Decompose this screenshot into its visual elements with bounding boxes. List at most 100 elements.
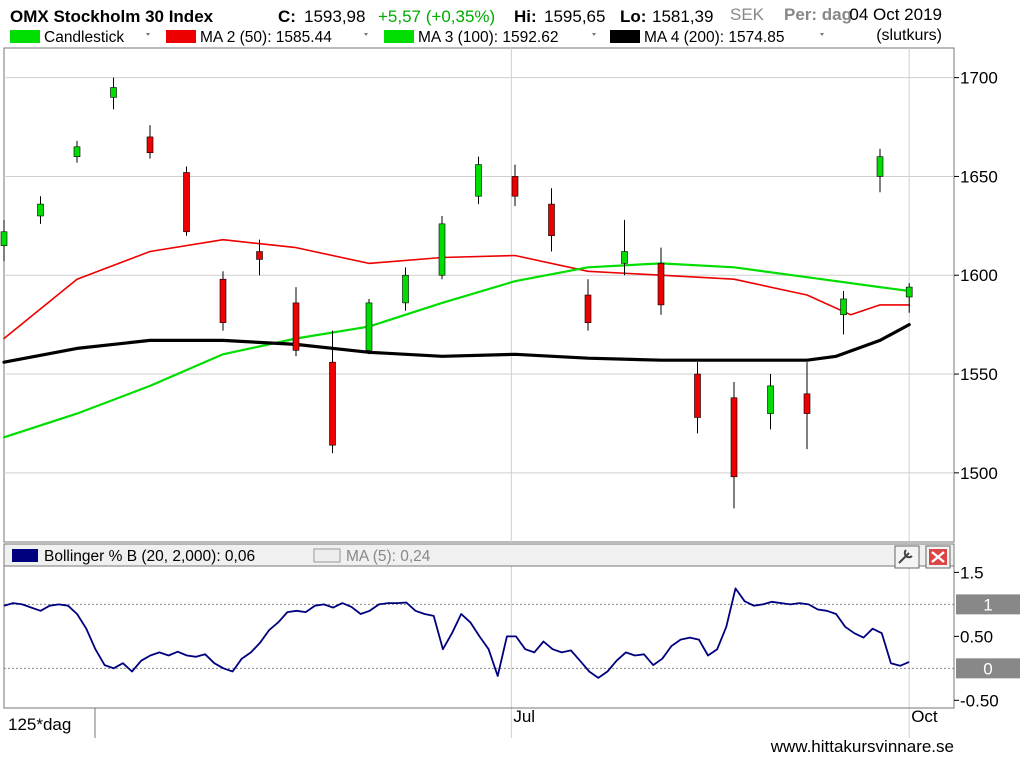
candle-up <box>0 219 8 262</box>
indicator-grid <box>4 566 954 738</box>
candle-body <box>219 278 227 323</box>
price-tick-label: 1650 <box>960 167 998 186</box>
chevron-down-icon[interactable] <box>364 33 368 36</box>
candle-body <box>840 298 847 316</box>
price-tick-label: 1700 <box>960 69 998 88</box>
settings-wrench-button[interactable] <box>894 545 920 569</box>
close-indicator-button[interactable] <box>925 545 951 569</box>
candle-body <box>694 373 701 418</box>
chevron-down-icon[interactable] <box>820 33 824 36</box>
candle-body <box>329 361 336 446</box>
chevron-down-icon[interactable] <box>592 33 596 36</box>
ma-line-ma-4-200- <box>2 323 911 364</box>
candle-up <box>475 156 482 205</box>
candle-up <box>905 283 913 313</box>
candle-body <box>365 302 373 351</box>
legend-item-ma100[interactable]: MA 3 (100): 1592.62 <box>384 29 596 46</box>
watermark: www.hittakursvinnare.se <box>770 737 954 756</box>
legend-swatch <box>313 548 341 563</box>
price-legend: Candlestick MA 2 (50): 1585.44 MA 3 (100… <box>10 29 824 46</box>
pctb-tick-label: 0.50 <box>960 627 993 646</box>
header-date: 04 Oct 2019 <box>849 5 942 24</box>
legend-swatch <box>384 30 414 43</box>
candle-up <box>110 77 117 110</box>
candle-body <box>621 251 628 264</box>
high-value: 1595,65 <box>544 7 605 26</box>
legend-item-candlestick[interactable]: Candlestick <box>10 29 150 46</box>
pctb-reference-label: 1 <box>983 595 992 614</box>
candle-down <box>329 330 336 454</box>
candle-down <box>256 239 263 276</box>
legend-label: MA 3 (100): 1592.62 <box>418 29 558 46</box>
legend-label: MA 2 (50): 1585.44 <box>200 29 332 46</box>
low-value: 1581,39 <box>652 7 713 26</box>
candle-down <box>803 362 811 450</box>
x-axis: Jul Oct <box>4 707 954 738</box>
price-tick-label: 1600 <box>960 266 998 285</box>
chevron-down-icon[interactable] <box>146 33 150 36</box>
legend-item-ma50[interactable]: MA 2 (50): 1585.44 <box>166 29 368 46</box>
pctb-reference-badge <box>956 658 1020 679</box>
candle-up <box>438 215 446 280</box>
low-label: Lo: <box>620 7 646 26</box>
legend-item-ma200[interactable]: MA 4 (200): 1574.85 <box>610 29 824 46</box>
close-icon <box>931 551 945 563</box>
index-title: OMX Stockholm 30 Index <box>10 7 214 26</box>
candle-body <box>110 87 117 98</box>
wrench-icon <box>898 549 913 564</box>
candle-up <box>402 267 409 311</box>
candle-body <box>438 223 446 276</box>
pctb-legend-label: Bollinger % B (20, 2,000): 0,06 <box>44 548 255 565</box>
candle-body <box>256 251 263 260</box>
candle-up <box>37 196 44 224</box>
candle-down <box>183 166 190 236</box>
legend-swatch <box>10 30 40 43</box>
x-tick-label: Oct <box>911 707 938 726</box>
candle-body <box>730 397 738 478</box>
price-axis: 1500 1550 1600 1650 1700 <box>954 69 998 483</box>
candle-body <box>905 286 913 298</box>
candle-down <box>548 188 555 252</box>
price-tick-label: 1500 <box>960 464 998 483</box>
pctb-ma-legend-label: MA (5): 0,24 <box>346 548 431 565</box>
candle-down <box>146 125 154 159</box>
candle-body <box>511 176 519 197</box>
candle-up <box>840 291 847 335</box>
candle-down <box>694 362 701 434</box>
candle-body <box>475 164 482 197</box>
ma-line-ma-3-100- <box>2 262 911 439</box>
candle-body <box>183 172 190 233</box>
candle-up <box>365 298 373 355</box>
close-label: C: <box>278 7 296 26</box>
candle-up <box>73 140 81 163</box>
candle-body <box>767 385 774 414</box>
pctb-reference-label: 0 <box>983 659 992 678</box>
candle-down <box>584 279 592 331</box>
candle-body <box>292 302 300 351</box>
zoom-label: 125*dag <box>8 715 71 734</box>
candle-body <box>73 146 81 157</box>
pctb-axis: 1.5 0.50 -0.50 1 0 <box>954 563 1020 710</box>
candle-body <box>37 203 44 217</box>
change-value: +5,57 (+0,35%) <box>378 7 495 26</box>
pctb-series <box>3 587 910 679</box>
candle-body <box>657 263 665 306</box>
indicator-header-bar <box>3 543 955 567</box>
candle-body <box>876 156 884 177</box>
candle-down <box>292 287 300 357</box>
price-panel-frame <box>3 47 955 543</box>
currency-overlay: SEK <box>730 5 765 24</box>
candle-body <box>0 231 8 246</box>
price-tick-label: 1550 <box>960 365 998 384</box>
pctb-tick-label: 1.5 <box>960 563 984 582</box>
candle-body <box>584 294 592 323</box>
pctb-tick-label: -0.50 <box>960 691 999 710</box>
candle-up <box>876 148 884 193</box>
legend-swatch <box>610 30 640 43</box>
indicator-legend: Bollinger % B (20, 2,000): 0,06 MA (5): … <box>12 548 431 565</box>
candle-down <box>219 271 227 331</box>
candle-up <box>621 219 628 276</box>
candle-down <box>730 381 738 509</box>
